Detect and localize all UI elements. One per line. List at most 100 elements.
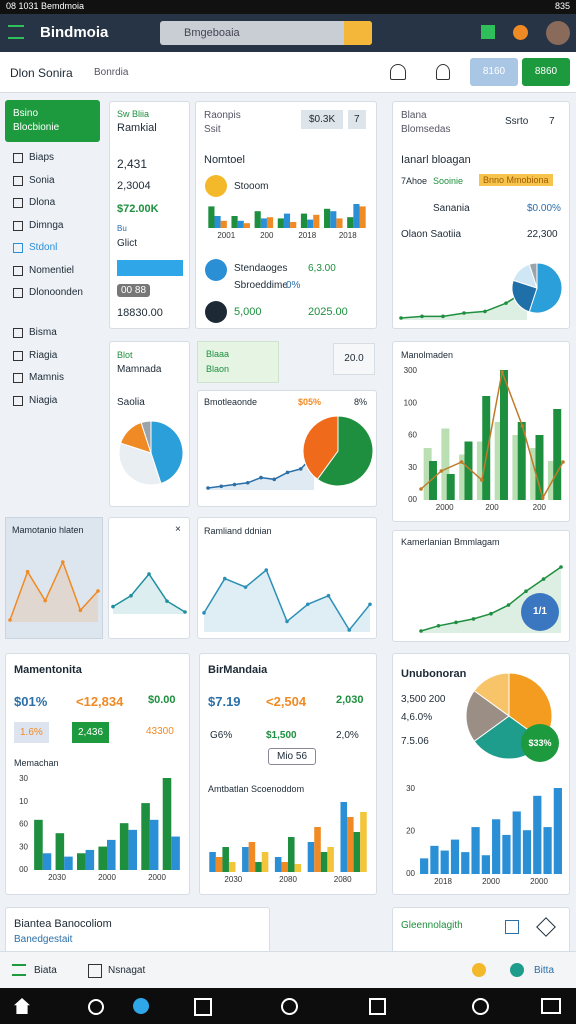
menu-item[interactable]: Dlonoonden [29, 287, 83, 298]
chart-svg: 300 100 60 30 00 2000 200 200 [404, 366, 565, 512]
line-point [441, 314, 445, 319]
bar [248, 842, 256, 872]
x-tick-label: 200 [485, 503, 499, 512]
bar [441, 428, 450, 500]
card: Blot Mamnada Saolia [109, 341, 190, 507]
bar [261, 852, 269, 872]
bar [171, 836, 180, 870]
action-button[interactable]: 8160 [470, 58, 518, 86]
action-button[interactable]: 8860 [522, 58, 570, 86]
search-text: Bmgeboaia [184, 27, 240, 39]
line-chart [206, 447, 316, 492]
menu-item[interactable]: Mamnis [29, 372, 65, 384]
line-point [462, 311, 466, 315]
menu-item[interactable]: Sonia [29, 174, 55, 186]
search-box[interactable]: Bmgeboaia [160, 21, 372, 45]
app-bar: Bindmoia Bmgeboaia [0, 14, 576, 52]
bottom-item[interactable]: Nsnagat [108, 965, 146, 976]
nav-icon[interactable] [88, 999, 104, 1015]
bar [290, 222, 297, 228]
dropdown[interactable]: Ssrto [505, 116, 529, 127]
chart-svg [8, 560, 100, 622]
bar [266, 217, 274, 228]
menu-icon [13, 175, 23, 186]
sidebar-card[interactable]: Bsino Blocbionie [5, 100, 100, 142]
row-value: 6,3.00 [308, 263, 336, 274]
y-tick-label: 100 [404, 398, 418, 407]
menu-item[interactable]: Riagia [29, 349, 58, 361]
y-tick-label: 60 [19, 820, 28, 829]
line-point [524, 589, 528, 594]
button[interactable]: 7 [549, 116, 555, 127]
menu-icon[interactable] [8, 25, 24, 39]
nav-icon[interactable] [541, 998, 561, 1014]
bar [313, 214, 320, 228]
nav-icon[interactable] [194, 998, 212, 1016]
close-icon[interactable]: × [175, 524, 181, 535]
y-tick-label: 60 [408, 431, 417, 440]
bar [327, 847, 334, 872]
icon[interactable] [536, 917, 556, 937]
bar [215, 857, 223, 872]
button[interactable]: 7 [348, 110, 366, 129]
card-sub: Amtbatlan Scoenoddom [208, 784, 305, 794]
search-button [344, 21, 372, 45]
bell-icon[interactable] [390, 64, 406, 80]
icon [88, 964, 102, 978]
card: Raonpis Ssit $0.3K 7 Nomtoel 2001 200 2018… [195, 101, 377, 329]
x-tick-label: 200 [260, 231, 274, 240]
bar [330, 211, 337, 228]
line-point [439, 469, 444, 473]
x-tick-label: 2018 [298, 231, 316, 240]
card-sub: Ssit [204, 124, 221, 135]
line-point [243, 585, 248, 589]
grid-icon[interactable] [481, 25, 495, 39]
menu-item[interactable]: Niagia [29, 395, 58, 407]
nav-icon[interactable] [133, 998, 149, 1014]
icon [205, 259, 227, 281]
line-point [559, 565, 563, 569]
avatar[interactable] [546, 21, 570, 45]
line-point [264, 568, 269, 572]
menu-item[interactable]: Dimnga [29, 219, 64, 231]
bar [314, 827, 321, 872]
stat: G6% [210, 730, 233, 741]
home-icon[interactable] [14, 998, 30, 1014]
settings-icon[interactable] [513, 25, 528, 40]
input-bar[interactable] [117, 260, 183, 276]
x-tick-label: 2000 [98, 873, 116, 882]
bottom-bar: Biata Nsnagat Bitta [0, 951, 576, 989]
stat: 3,500 200 [401, 694, 446, 705]
icon[interactable] [505, 920, 519, 934]
dropdown[interactable]: $0.3K [301, 110, 344, 129]
line-point [147, 572, 151, 576]
menu-item[interactable]: Stdonl [29, 242, 58, 253]
menu-item[interactable]: Nomentiel [29, 264, 75, 276]
bar [553, 788, 562, 874]
user-icon[interactable] [436, 64, 450, 80]
bar-chart: 2030 2080 2080 [204, 796, 372, 886]
nav-icon[interactable] [281, 998, 298, 1015]
bar [288, 837, 295, 872]
menu-item[interactable]: Bisma [29, 327, 57, 338]
pie-slice [473, 672, 510, 717]
line-area [401, 290, 527, 320]
line-point [129, 593, 133, 598]
bottom-item[interactable]: Biata [34, 965, 57, 976]
menu-icon [13, 373, 23, 384]
menu-item[interactable]: Biaps [29, 152, 55, 163]
nav-icon[interactable] [472, 998, 489, 1015]
chart-svg [399, 288, 529, 320]
menu-item[interactable]: Dlona [29, 197, 56, 208]
card: × [108, 517, 190, 639]
bar [543, 827, 552, 874]
x-tick-label: 2080 [334, 875, 352, 884]
bar [300, 213, 308, 228]
tab[interactable]: Blaaa Blaon [197, 341, 279, 383]
card-title: Manolmaden [401, 350, 454, 360]
bottom-item[interactable]: Bitta [534, 965, 555, 976]
line-point [561, 460, 565, 464]
pie-slice [316, 415, 374, 487]
nav-icon[interactable] [369, 998, 386, 1015]
